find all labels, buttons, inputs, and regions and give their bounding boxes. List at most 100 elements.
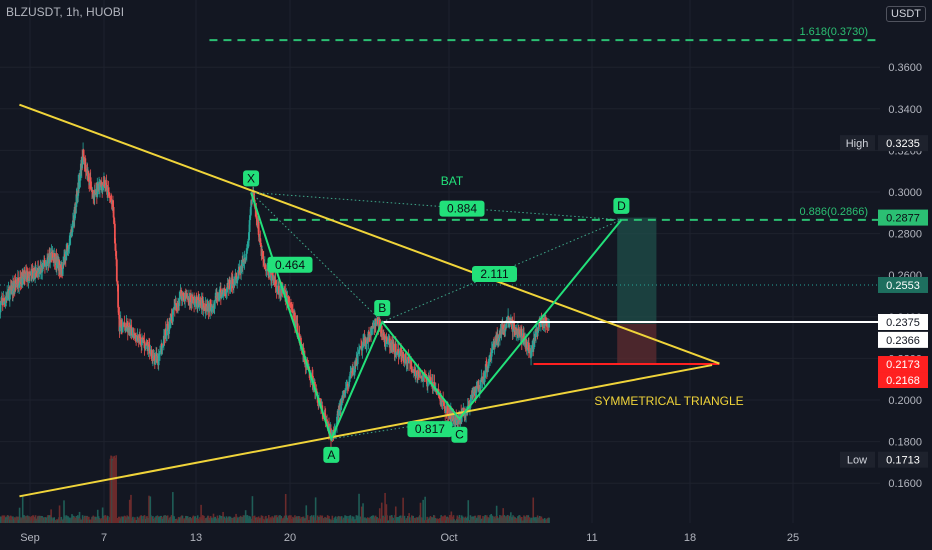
candle-body	[344, 393, 346, 395]
price-tag-text: 0.2877	[886, 213, 920, 225]
volume-bar	[134, 517, 136, 523]
candle-body	[186, 293, 188, 299]
candle-body	[108, 195, 111, 199]
symbol-title[interactable]: BLZUSDT, 1h, HUOBI	[6, 5, 125, 19]
volume-bar	[7, 515, 10, 523]
candle-body	[545, 322, 548, 327]
candle-body	[69, 237, 72, 239]
volume-bar	[355, 515, 358, 523]
candle-body	[159, 350, 162, 352]
candle-body	[0, 301, 3, 303]
candle-body	[115, 259, 118, 282]
candle-body	[535, 331, 538, 333]
candle-body	[203, 307, 206, 310]
candle-body	[34, 269, 37, 279]
candle-body	[287, 296, 290, 303]
candle-body	[209, 299, 212, 305]
candle-body	[243, 262, 245, 263]
candle-body	[224, 288, 227, 292]
candle-body	[432, 388, 435, 389]
volume-bar	[50, 517, 53, 523]
candle-body	[412, 371, 415, 373]
candle-body	[438, 395, 441, 398]
volume-bar	[93, 516, 95, 523]
pattern-ratio-line	[250, 192, 383, 323]
axis-tag-value-bg	[878, 451, 928, 468]
candle-body	[491, 346, 494, 348]
candle-body	[352, 367, 354, 375]
axis-tag-value: 0.1713	[886, 455, 920, 467]
candle-body	[247, 246, 249, 248]
candle-body	[123, 322, 126, 327]
candle-body	[236, 278, 239, 284]
candle-body	[361, 346, 364, 351]
pattern-ratio-line	[382, 219, 622, 323]
candle-body	[422, 375, 425, 382]
candle-body	[340, 397, 343, 406]
candle-body	[139, 338, 142, 345]
candle-body	[375, 320, 378, 326]
candle-body	[71, 232, 73, 236]
volume-bar	[339, 516, 342, 523]
currency-badge[interactable]: USDT	[886, 6, 926, 22]
candle-body	[236, 278, 239, 280]
candle-body	[87, 173, 90, 182]
candle-body	[81, 157, 84, 165]
candle-body	[398, 354, 401, 357]
volume-bar	[228, 516, 231, 523]
candle-body	[262, 256, 265, 260]
candle-body	[41, 266, 44, 273]
candle-body	[247, 238, 250, 247]
volume-bar	[50, 509, 52, 523]
candle-body	[481, 376, 484, 382]
candle-body	[165, 335, 168, 337]
ratio-label-text: 0.817	[415, 422, 445, 436]
volume-bar	[396, 517, 399, 523]
fib-level-label: 1.618(0.3730)	[800, 26, 869, 38]
candle-body	[108, 192, 110, 196]
candle-body	[425, 378, 428, 382]
x-tick-label: Sep	[20, 532, 40, 544]
candle-body	[43, 260, 46, 264]
candle-body	[475, 386, 478, 394]
volume-bar	[288, 515, 291, 523]
candle-body	[8, 289, 10, 291]
volume-bar	[107, 516, 109, 523]
candle-body	[4, 300, 7, 304]
candle-body	[228, 279, 231, 290]
volume-bar	[146, 516, 148, 523]
price-tag-fib: 0.2877	[878, 209, 928, 226]
candle-body	[413, 369, 416, 373]
volume-bar	[63, 500, 65, 523]
candle-body	[181, 292, 184, 301]
volume-bar	[143, 515, 146, 523]
candle-body	[200, 298, 203, 307]
candle-body	[278, 285, 280, 295]
candle-body	[470, 396, 472, 403]
volume-bar	[248, 515, 250, 523]
candle-body	[159, 350, 161, 355]
y-tick-label: 0.2000	[888, 395, 922, 407]
candle-body	[110, 199, 112, 203]
candle-body	[31, 269, 33, 276]
candle-body	[76, 195, 79, 198]
candle-body	[270, 272, 273, 281]
volume-bar	[476, 518, 478, 523]
candle-body	[101, 183, 104, 191]
axis-tag-name: High	[846, 138, 869, 150]
candle-body	[408, 361, 411, 364]
volume-bar	[318, 516, 320, 523]
candle-body	[90, 188, 92, 190]
candle-body	[249, 206, 252, 216]
volume-bar	[378, 508, 381, 523]
candle-body	[442, 399, 445, 403]
candle-body	[134, 335, 137, 338]
candle-body	[249, 215, 252, 221]
candle-body	[484, 364, 487, 371]
candle-body	[537, 330, 540, 333]
candle-body	[475, 393, 477, 396]
ratio-label-bg	[267, 256, 313, 273]
x-tick-label: Oct	[440, 532, 457, 544]
candle-body	[72, 220, 75, 222]
